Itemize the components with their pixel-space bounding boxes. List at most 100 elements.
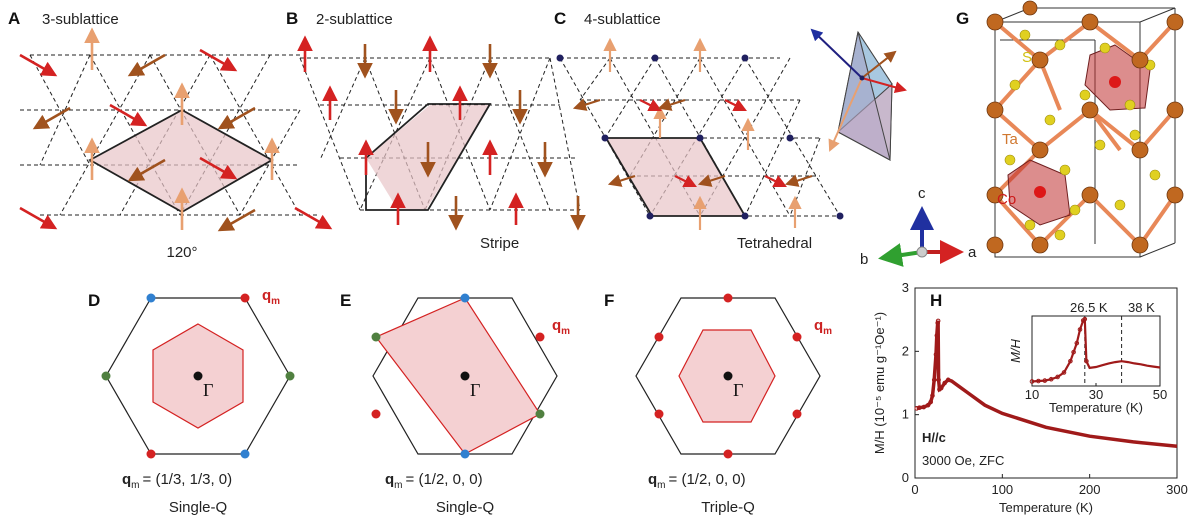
inset-annotation-2: 38 K	[1128, 300, 1155, 315]
data-point	[928, 399, 934, 405]
main-ylabel: M/H (10⁻⁵ emu g⁻¹Oe⁻¹)	[872, 312, 887, 454]
qm-label-d: qm	[262, 287, 280, 307]
axis-b-label: b	[860, 251, 868, 268]
spins-c	[572, 37, 813, 230]
panel-f-caption: Triple-Q	[701, 499, 755, 516]
main-ytick-label: 0	[902, 470, 909, 485]
data-point	[935, 320, 941, 326]
inset-ylabel: M/H	[1008, 338, 1023, 362]
data-point	[933, 352, 939, 357]
spins-b	[297, 35, 586, 231]
inset-series-line	[1031, 316, 1161, 383]
panel-e: E Γ qm qm = (1/2, 0, 0) Single-Q	[340, 291, 570, 516]
inset-data-point	[1074, 340, 1080, 346]
panel-label-c: C	[554, 9, 566, 28]
panel-label-h: H	[930, 291, 942, 310]
inset-xtick-label: 10	[1025, 387, 1039, 402]
data-point	[930, 393, 935, 398]
data-point	[914, 406, 920, 411]
panel-c-title: 4-sublattice	[584, 11, 661, 28]
data-point	[942, 380, 947, 386]
qm-formula-d: qm = (1/3, 1/3, 0)	[122, 471, 232, 491]
main-xtick-label: 0	[911, 482, 918, 497]
brillouin-zone-e	[372, 297, 558, 455]
panel-h: H 0 100 200 300 0 1 2 3 Temperature (K) M/H (10…	[872, 280, 1188, 515]
panel-g: G	[956, 0, 1184, 258]
inset-data-point	[1042, 378, 1048, 383]
magnetic-zone-e	[375, 297, 541, 455]
panel-b-title: 2-sublattice	[316, 11, 393, 28]
axis-c-label: c	[918, 185, 926, 202]
s-atoms	[1004, 29, 1161, 241]
main-ytick-label: 2	[902, 343, 909, 358]
atom-label-co: Co	[997, 191, 1016, 208]
data-point	[931, 377, 937, 383]
gamma-label-f: Γ	[733, 380, 743, 400]
inset-frame	[1031, 315, 1161, 387]
atom-label-ta: Ta	[1002, 131, 1019, 148]
inset-curve	[1029, 316, 1161, 384]
gamma-label-e: Γ	[470, 380, 480, 400]
panel-label-b: B	[286, 9, 298, 28]
measurement-conditions: 3000 Oe, ZFC	[922, 453, 1004, 468]
inset-ticks: 10 30 50	[1025, 316, 1167, 402]
panel-label-e: E	[340, 291, 351, 310]
main-ytick-label: 3	[902, 280, 909, 295]
qm-label-f: qm	[814, 317, 832, 337]
inset-xtick-label: 50	[1153, 387, 1167, 402]
inset-data-point	[1071, 349, 1076, 355]
main-plot-frame	[914, 287, 1178, 479]
data-point	[936, 377, 941, 383]
brillouin-zone-f	[635, 297, 821, 455]
main-xtick-label: 300	[1166, 482, 1188, 497]
main-xlabel: Temperature (K)	[999, 500, 1093, 515]
data-point	[934, 333, 940, 338]
panel-e-caption: Single-Q	[436, 499, 494, 516]
main-xtick-label: 200	[1079, 482, 1101, 497]
atom-label-s: S	[1022, 49, 1032, 66]
inset-xlabel: Temperature (K)	[1049, 400, 1143, 415]
bonds	[993, 20, 1177, 247]
axes-triad: c a b	[860, 185, 977, 268]
inset-data-point	[1048, 376, 1054, 382]
inset-annotation-1: 26.5 K	[1070, 300, 1108, 315]
data-point	[917, 405, 922, 411]
field-direction: H//c	[922, 430, 946, 445]
lattice-sites-c	[556, 54, 844, 220]
gamma-label-d: Γ	[203, 380, 213, 400]
tetrahedron	[810, 28, 907, 161]
main-xtick-label: 100	[991, 482, 1013, 497]
panel-d-caption: Single-Q	[169, 499, 227, 516]
panel-f: F Γ qm qm = (1/2, 0, 0) Triple-Q	[604, 291, 832, 516]
data-point	[935, 318, 941, 324]
inset-data-point	[1082, 316, 1088, 322]
panel-a-caption: 120°	[166, 244, 197, 261]
panel-a: A 3-sublattice	[8, 9, 333, 261]
data-point	[938, 385, 944, 391]
panel-c: C 4-sublattice	[554, 9, 907, 252]
inset-data-point	[1061, 370, 1067, 375]
main-ticks: 0 100 200 300 0 1 2 3	[902, 280, 1188, 497]
qm-formula-f: qm = (1/2, 0, 0)	[648, 471, 746, 491]
panel-a-title: 3-sublattice	[42, 11, 119, 28]
inset-xtick-label: 30	[1089, 387, 1103, 402]
panel-b-caption: Stripe	[480, 235, 519, 252]
main-curve	[914, 318, 1178, 449]
inset-data-point	[1077, 327, 1083, 332]
spins-a	[19, 27, 333, 232]
panel-label-f: F	[604, 291, 614, 310]
panel-c-caption: Tetrahedral	[737, 235, 812, 252]
panel-label-a: A	[8, 9, 20, 28]
main-ytick-label: 1	[902, 407, 909, 422]
panel-b: B 2-sublattice	[286, 9, 586, 252]
panel-d: D Γ qm qm = (1/3, 1/3, 0) Single-Q	[88, 287, 295, 516]
inset-data-point	[1055, 374, 1060, 380]
data-point	[925, 402, 931, 408]
unit-cell-box	[994, 7, 1176, 258]
data-point	[945, 377, 951, 383]
qm-formula-e: qm = (1/2, 0, 0)	[385, 471, 483, 491]
panel-label-g: G	[956, 9, 969, 28]
qm-label-e: qm	[552, 317, 570, 337]
inset-data-point	[1036, 378, 1041, 384]
